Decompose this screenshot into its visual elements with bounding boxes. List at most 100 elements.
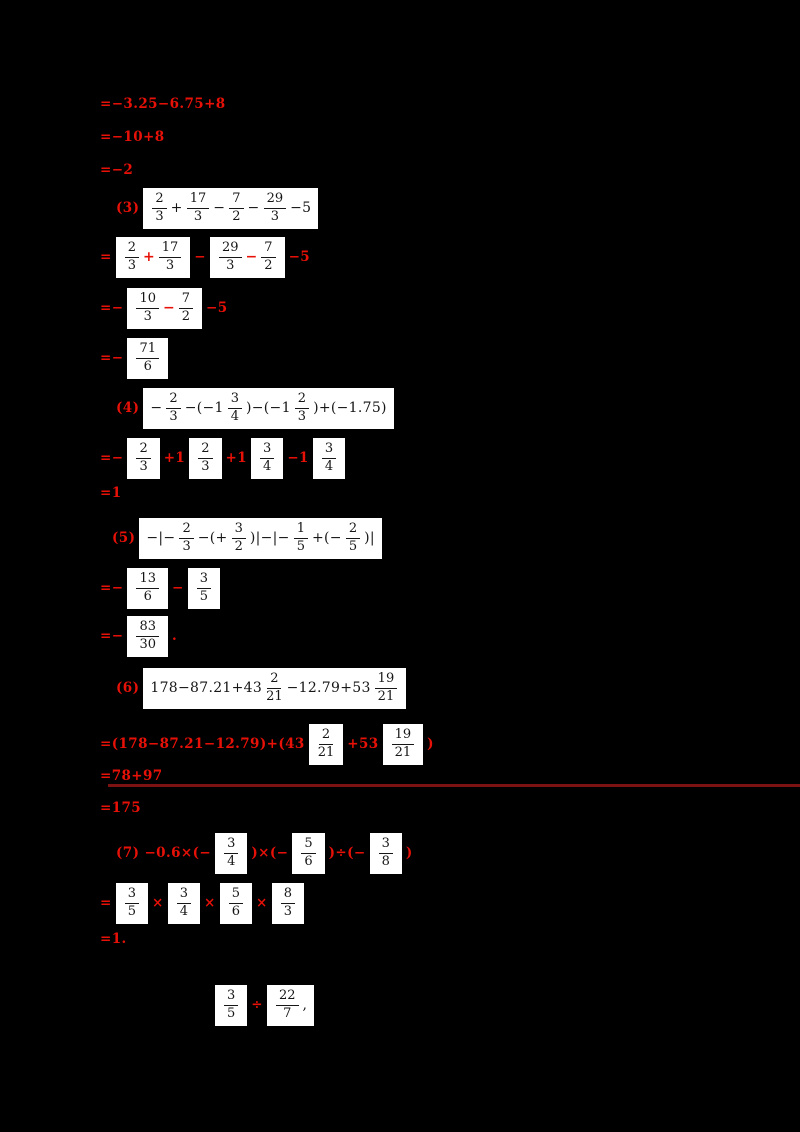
equation-box: 13 6 [127, 568, 168, 609]
equation-box: 71 6 [127, 338, 168, 379]
math-text: −12.79+53 [286, 680, 371, 697]
step-5-line-1: =− 13 6−3 5 [100, 568, 220, 609]
step-6-line-2: =78+97 [100, 768, 163, 784]
fraction-numerator: 5 [228, 886, 243, 904]
red-step-text: +53 [347, 736, 379, 753]
step-6-line-1: =(178−87.21−12.79)+(43 2 21 +53 19 21) [100, 724, 434, 765]
fraction-denominator: 3 [165, 257, 175, 273]
fraction-denominator: 3 [143, 308, 152, 324]
math-text: +(− [311, 530, 342, 547]
step-2-line-3: =−2 [100, 162, 133, 178]
red-step-text: =− [100, 580, 124, 597]
red-step-text: =− [100, 300, 124, 317]
red-step-text: =− [100, 450, 124, 467]
fraction-numerator: 7 [261, 240, 276, 258]
fraction-denominator: 6 [143, 358, 152, 374]
fraction: 17 3 [186, 191, 210, 225]
equation-box: 178−87.21+43 2 21 −12.79+53 19 21 [143, 668, 407, 709]
fraction-denominator: 21 [394, 744, 412, 760]
equation-box: 10 3−7 2 [127, 288, 202, 329]
fraction-numerator: 2 [318, 727, 334, 745]
fraction-numerator: 2 [345, 521, 361, 539]
fraction-numerator: 3 [176, 886, 191, 904]
fraction-denominator: 5 [199, 588, 208, 604]
step-4-line-2: =1 [100, 485, 122, 501]
fraction-numerator: 2 [179, 521, 194, 539]
red-step-text: (4) [116, 400, 140, 417]
equation-box: 2 3 +17 3 [115, 237, 191, 278]
red-step-text: =−10+8 [100, 129, 165, 145]
fraction-numerator: 3 [227, 391, 242, 409]
fraction-numerator: 3 [196, 571, 211, 589]
problem-6: (6) 178−87.21+43 2 21 −12.79+53 19 21 [116, 668, 407, 709]
red-step-text: = [100, 249, 112, 266]
math-text: −|− [146, 530, 176, 547]
fraction-numerator: 3 [260, 441, 275, 459]
problem-5: (5) −|− 2 3 −(+ 3 2)|−|− 1 5 +(− 2 5)| [112, 518, 382, 559]
red-step-text: = [100, 895, 112, 912]
step-3-line-2: =− 10 3−7 2 −5 [100, 288, 228, 329]
fraction-numerator: 19 [391, 727, 415, 745]
red-step-text: . [171, 628, 178, 645]
fraction-denominator: 3 [201, 458, 210, 474]
fraction-numerator: 3 [224, 988, 239, 1006]
fraction-numerator: 22 [276, 988, 299, 1006]
fraction-numerator: 8 [280, 886, 295, 904]
fraction-numerator: 2 [152, 191, 167, 209]
step-3-line-1: = 2 3 +17 3−29 3−7 2 −5 [100, 237, 310, 278]
red-step-text: =78+97 [100, 768, 163, 784]
fraction-denominator: 6 [231, 903, 240, 919]
math-text: , [302, 997, 308, 1014]
fraction: 17 3 [158, 240, 182, 274]
red-step-text: =−3.25−6.75+8 [100, 96, 226, 112]
math-text: 178−87.21+43 [150, 680, 263, 697]
fraction-denominator: 2 [234, 538, 243, 554]
math-text: −(−1 [184, 400, 224, 417]
fraction-numerator: 83 [136, 619, 159, 637]
fraction-numerator: 3 [378, 836, 393, 854]
fraction-denominator: 3 [127, 257, 136, 273]
fraction-numerator: 3 [224, 836, 239, 854]
red-step-text: × [204, 895, 216, 912]
fraction: 71 6 [136, 341, 159, 375]
fraction-numerator: 3 [124, 886, 139, 904]
red-step-text: −5 [288, 249, 311, 266]
equation-box: 19 21 [382, 724, 424, 765]
equation-box: −|− 2 3 −(+ 3 2)|−|− 1 5 +(− 2 5)| [139, 518, 382, 559]
problem-3: (3) 2 3 +17 3−7 2−29 3 −5 [116, 188, 319, 229]
red-step-text: ) [427, 736, 434, 753]
red-step-text: =− [100, 350, 124, 367]
equation-box: 2 3 +17 3−7 2−29 3 −5 [143, 188, 319, 229]
fraction-denominator: 4 [263, 458, 272, 474]
fraction-denominator: 21 [377, 688, 395, 704]
red-step-text: =1. [100, 931, 127, 947]
step-7-line-1: = 3 5 × 3 4 × 5 6 × 8 3 [100, 883, 304, 924]
math-text: + [170, 200, 183, 217]
fraction-denominator: 5 [296, 538, 305, 554]
fraction-numerator: 1 [293, 521, 308, 539]
highlighted-operator: − [245, 249, 258, 266]
fraction-denominator: 4 [227, 853, 236, 869]
fraction-denominator: 3 [155, 208, 164, 224]
fraction-denominator: 8 [381, 853, 390, 869]
red-step-text: +1 [225, 450, 248, 467]
fraction-denominator: 5 [127, 903, 136, 919]
red-step-text: × [152, 895, 164, 912]
